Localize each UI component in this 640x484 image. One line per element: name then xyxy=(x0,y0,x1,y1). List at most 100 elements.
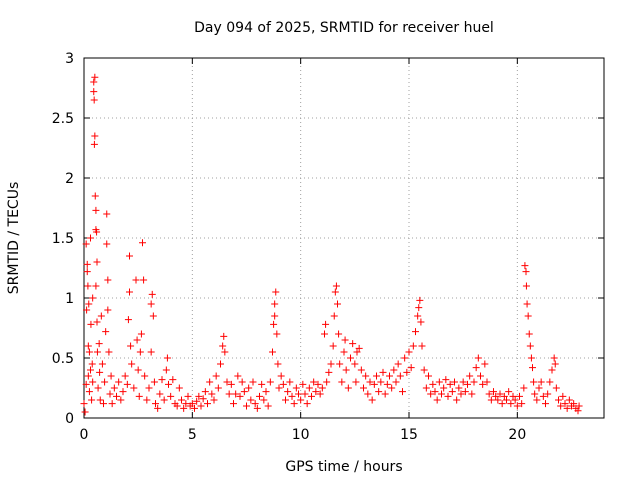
data-point xyxy=(83,260,91,268)
data-point xyxy=(388,384,396,392)
data-point xyxy=(221,348,229,356)
data-point xyxy=(156,390,164,398)
data-point xyxy=(266,378,274,386)
data-point xyxy=(332,282,340,290)
data-point xyxy=(158,376,166,384)
data-point xyxy=(270,320,278,328)
data-point xyxy=(160,396,168,404)
data-point xyxy=(106,390,114,398)
data-point xyxy=(223,378,231,386)
data-point xyxy=(288,392,296,400)
data-point xyxy=(262,388,270,396)
x-axis-label: GPS time / hours xyxy=(285,459,402,475)
data-point xyxy=(277,372,285,380)
data-point xyxy=(89,378,97,386)
data-point xyxy=(119,388,127,396)
data-point xyxy=(550,354,558,362)
data-point xyxy=(401,354,409,362)
data-point xyxy=(474,354,482,362)
data-point xyxy=(88,396,96,404)
data-point xyxy=(97,312,105,320)
data-point xyxy=(82,240,90,248)
data-point xyxy=(542,400,549,408)
data-point xyxy=(206,378,214,386)
data-point xyxy=(113,392,120,400)
data-point xyxy=(199,395,207,403)
data-point xyxy=(429,380,437,388)
data-point xyxy=(461,388,469,396)
data-point xyxy=(271,312,279,320)
data-point xyxy=(273,330,281,338)
data-point xyxy=(193,397,201,405)
data-point xyxy=(292,384,300,392)
data-point xyxy=(107,372,115,380)
data-point xyxy=(409,342,417,350)
data-point xyxy=(96,368,104,376)
data-point xyxy=(329,342,337,350)
data-point xyxy=(90,78,98,86)
data-point xyxy=(548,366,556,374)
data-point xyxy=(191,404,198,412)
data-point xyxy=(433,396,441,404)
data-point xyxy=(503,396,510,404)
data-point xyxy=(89,294,97,302)
data-point xyxy=(446,380,454,388)
data-point xyxy=(219,342,227,350)
y-tick-label: 1.5 xyxy=(52,231,74,247)
data-point xyxy=(334,300,341,308)
data-point xyxy=(357,366,365,374)
data-point xyxy=(126,288,133,296)
data-point xyxy=(82,380,90,388)
data-point xyxy=(301,390,309,398)
data-point xyxy=(352,378,360,386)
data-point xyxy=(431,388,439,396)
data-point xyxy=(95,340,103,348)
data-point xyxy=(147,348,155,356)
data-point xyxy=(85,388,93,396)
data-point xyxy=(87,234,94,242)
data-point xyxy=(230,400,237,408)
data-point xyxy=(220,332,228,340)
data-point xyxy=(331,288,339,296)
data-point xyxy=(162,366,170,374)
data-point xyxy=(526,342,534,350)
data-point xyxy=(399,388,406,396)
data-point xyxy=(258,380,266,388)
data-point xyxy=(148,290,156,298)
data-point xyxy=(314,380,322,388)
data-point xyxy=(418,342,426,350)
data-point xyxy=(103,240,111,248)
y-tick-label: 0.5 xyxy=(52,351,74,367)
data-point xyxy=(141,372,149,380)
data-point xyxy=(325,368,333,376)
data-point xyxy=(451,378,458,386)
data-point xyxy=(81,408,89,416)
data-point xyxy=(492,392,500,400)
data-point xyxy=(299,380,307,388)
data-point xyxy=(563,404,571,412)
data-point xyxy=(552,384,560,392)
data-point xyxy=(496,390,504,398)
data-point xyxy=(415,304,423,312)
data-point xyxy=(520,384,528,392)
data-point xyxy=(139,239,146,247)
data-point xyxy=(80,400,88,408)
data-point xyxy=(123,380,131,388)
data-point xyxy=(290,400,298,408)
data-point xyxy=(98,360,106,368)
data-point xyxy=(212,372,220,380)
data-point xyxy=(407,364,415,372)
data-point xyxy=(150,378,158,386)
data-point xyxy=(87,320,95,328)
data-point xyxy=(479,380,487,388)
data-point xyxy=(178,396,185,404)
data-point xyxy=(305,384,313,392)
data-point xyxy=(574,407,582,415)
data-point xyxy=(143,396,151,404)
data-point xyxy=(115,378,123,386)
data-point xyxy=(93,348,101,356)
data-point xyxy=(396,372,404,380)
data-point xyxy=(535,384,543,392)
data-point xyxy=(195,392,203,400)
